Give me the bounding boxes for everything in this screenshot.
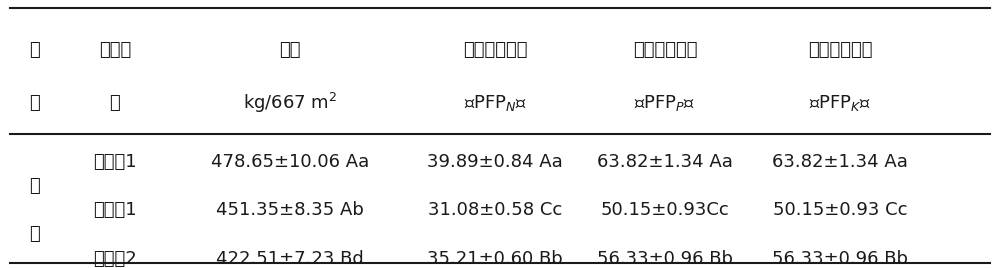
Text: 63.82±1.34 Aa: 63.82±1.34 Aa bbox=[772, 153, 908, 171]
Text: 422.51±7.23 Bd: 422.51±7.23 Bd bbox=[216, 250, 364, 268]
Text: 钾肥偏生产力: 钾肥偏生产力 bbox=[808, 40, 872, 59]
Text: 对比例1: 对比例1 bbox=[93, 201, 137, 219]
Text: 物: 物 bbox=[30, 94, 40, 112]
Text: 小: 小 bbox=[30, 177, 40, 195]
Text: 管理方: 管理方 bbox=[99, 40, 131, 59]
Text: 35.21±0.60 Bb: 35.21±0.60 Bb bbox=[427, 250, 563, 268]
Text: 案: 案 bbox=[110, 94, 120, 112]
Text: 磷肥偏生产力: 磷肥偏生产力 bbox=[633, 40, 697, 59]
Text: （PFP$_N$）: （PFP$_N$） bbox=[464, 93, 526, 113]
Text: kg/667 m$^2$: kg/667 m$^2$ bbox=[243, 91, 337, 115]
Text: 39.89±0.84 Aa: 39.89±0.84 Aa bbox=[427, 153, 563, 171]
Text: 麦: 麦 bbox=[30, 225, 40, 244]
Text: 50.15±0.93 Cc: 50.15±0.93 Cc bbox=[773, 201, 907, 219]
Text: 50.15±0.93Cc: 50.15±0.93Cc bbox=[601, 201, 729, 219]
Text: 对比例2: 对比例2 bbox=[93, 250, 137, 268]
Text: 451.35±8.35 Ab: 451.35±8.35 Ab bbox=[216, 201, 364, 219]
Text: 56.33±0.96 Bb: 56.33±0.96 Bb bbox=[597, 250, 733, 268]
Text: （PFP$_K$）: （PFP$_K$） bbox=[809, 93, 871, 113]
Text: 实施例1: 实施例1 bbox=[93, 153, 137, 171]
Text: 作: 作 bbox=[30, 40, 40, 59]
Text: 31.08±0.58 Cc: 31.08±0.58 Cc bbox=[428, 201, 562, 219]
Text: （PFP$_P$）: （PFP$_P$） bbox=[634, 93, 696, 113]
Text: 56.33±0.96 Bb: 56.33±0.96 Bb bbox=[772, 250, 908, 268]
Text: 氮肥偏生产力: 氮肥偏生产力 bbox=[463, 40, 527, 59]
Text: 产量: 产量 bbox=[279, 40, 301, 59]
Text: 478.65±10.06 Aa: 478.65±10.06 Aa bbox=[211, 153, 369, 171]
Text: 63.82±1.34 Aa: 63.82±1.34 Aa bbox=[597, 153, 733, 171]
